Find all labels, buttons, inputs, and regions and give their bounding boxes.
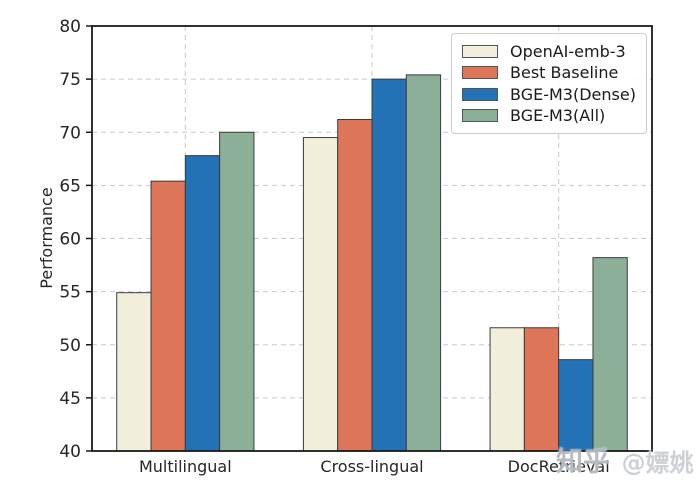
bars-group [116,74,628,452]
legend-label: OpenAI-emb-3 [510,42,626,62]
legend-label: Best Baseline [510,63,619,83]
y-tick-label: 50 [59,336,81,356]
y-tick-label: 40 [59,442,81,462]
bar-bge-m3-dense--docretrieval [558,359,594,452]
bar-bge-m3-dense--multilingual [184,155,221,452]
bar-bge-m3-all--cross-lingual [405,74,442,452]
legend-swatch-best-baseline [462,66,498,80]
y-tick-labels: 40 45 50 55 60 65 70 75 80 [59,17,81,462]
y-tick-label: 60 [59,230,81,250]
legend-swatch-bge-m3-all [462,108,498,122]
legend-swatch-openai-emb-3 [462,45,498,59]
legend-item: BGE-M3(Dense) [462,84,636,105]
x-tick-label: DocRetrieval [508,457,610,476]
legend-item: OpenAI-emb-3 [462,41,636,62]
legend-item: BGE-M3(All) [462,105,636,126]
bar-bge-m3-all--docretrieval [592,257,628,452]
legend-item: Best Baseline [462,62,636,83]
y-axis-label: Performance [37,187,56,288]
y-tick-label: 45 [59,389,81,409]
bar-best-baseline-multilingual [150,180,186,452]
y-tick-marks [86,25,92,452]
bar-bge-m3-dense--cross-lingual [371,78,407,452]
bar-best-baseline-cross-lingual [337,119,373,452]
bar-openai-emb-3-cross-lingual [302,137,339,452]
bar-bge-m3-all--multilingual [219,131,255,452]
bar-openai-emb-3-docretrieval [489,327,525,452]
legend-swatch-bge-m3-dense [462,87,498,101]
y-tick-label: 55 [59,283,81,303]
y-tick-label: 70 [59,123,81,143]
x-tick-labels: Multilingual Cross-lingual DocRetrieval [139,457,610,476]
x-tick-label: Cross-lingual [320,457,423,476]
bar-openai-emb-3-multilingual [116,292,152,452]
legend: OpenAI-emb-3 Best Baseline BGE-M3(Dense)… [451,33,647,134]
y-tick-label: 65 [59,176,81,196]
x-tick-label: Multilingual [139,457,232,476]
bar-best-baseline-docretrieval [523,327,560,452]
y-tick-label: 80 [59,17,81,37]
legend-label: BGE-M3(Dense) [510,84,636,104]
legend-label: BGE-M3(All) [510,105,606,125]
y-tick-label: 75 [59,70,81,90]
